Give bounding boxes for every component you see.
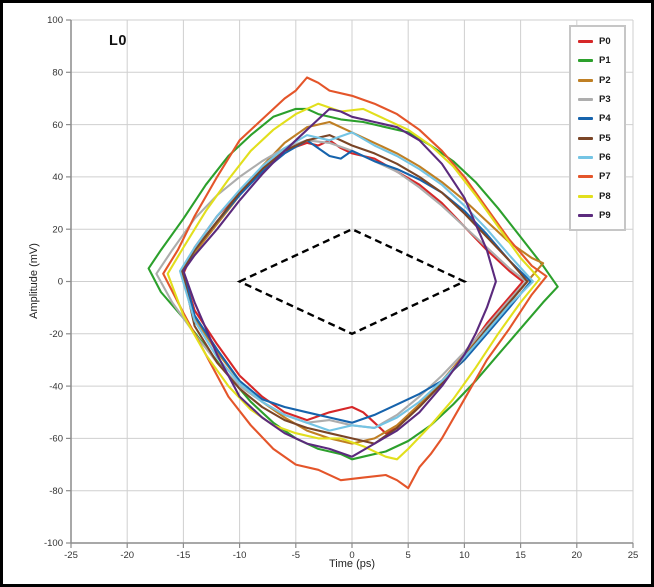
series-P8-trace xyxy=(166,102,541,461)
legend: P0 P1 P2 P3 P4 P5 P6 P7 P8 P9 xyxy=(569,25,626,231)
legend-swatch-P0 xyxy=(578,40,593,44)
legend-entry-P9: P9 xyxy=(571,206,624,225)
legend-label-P4: P4 xyxy=(599,113,611,125)
series-P5-trace xyxy=(181,134,529,445)
x-tick-label: 25 xyxy=(628,550,639,561)
legend-entry-P3: P3 xyxy=(571,90,624,109)
legend-label-P2: P2 xyxy=(599,74,611,86)
y-tick-label: -40 xyxy=(49,381,63,392)
y-tick-label: 0 xyxy=(58,277,63,288)
legend-entry-P8: P8 xyxy=(571,186,624,205)
eye-mask xyxy=(236,227,468,336)
y-tick-label: -80 xyxy=(49,486,63,497)
legend-label-P3: P3 xyxy=(599,94,611,106)
y-tick-label: -60 xyxy=(49,434,63,445)
y-tick-label: 100 xyxy=(47,15,63,26)
legend-label-P9: P9 xyxy=(599,209,611,221)
legend-label-P7: P7 xyxy=(599,171,611,183)
x-tick-label: 5 xyxy=(406,550,411,561)
legend-entry-P1: P1 xyxy=(571,51,624,70)
y-tick-label: 80 xyxy=(52,68,63,79)
series-P1-trace xyxy=(147,107,559,461)
series-P9-trace xyxy=(182,107,497,458)
x-tick-label: -5 xyxy=(292,550,300,561)
x-tick-label: -20 xyxy=(120,550,134,561)
x-axis-label: Time (ps) xyxy=(328,558,376,570)
legend-entry-P2: P2 xyxy=(571,71,624,90)
series-P4-trace xyxy=(182,139,532,424)
plot-canvas: -25 -20 -15 -10 -5 0 5 10 15 20 25 -100 -80 -60 -40 -20… xyxy=(44,15,639,561)
y-tick-label: 60 xyxy=(52,120,63,131)
x-tick-label: -15 xyxy=(177,550,191,561)
legend-label-P1: P1 xyxy=(599,55,611,67)
legend-label-P5: P5 xyxy=(599,132,611,144)
x-tick-label: 0 xyxy=(349,550,354,561)
y-axis-label: Amplitude (mV) xyxy=(28,243,40,319)
legend-swatch-P6 xyxy=(578,155,593,159)
y-tick-label: 40 xyxy=(52,172,63,183)
y-tick-label: -20 xyxy=(49,329,63,340)
legend-swatch-P4 xyxy=(578,117,593,121)
legend-entry-P4: P4 xyxy=(571,109,624,128)
y-tick-label: -100 xyxy=(44,538,63,549)
legend-entry-P7: P7 xyxy=(571,167,624,186)
legend-swatch-P9 xyxy=(578,213,593,217)
legend-label-P6: P6 xyxy=(599,151,611,163)
x-tick-label: 10 xyxy=(459,550,470,561)
legend-label-P0: P0 xyxy=(599,36,611,48)
legend-swatch-P7 xyxy=(578,175,593,179)
panel-label: L0 xyxy=(109,33,127,49)
legend-swatch-P8 xyxy=(578,194,593,198)
legend-swatch-P1 xyxy=(578,59,593,63)
legend-entry-P6: P6 xyxy=(571,148,624,167)
x-tick-label: 20 xyxy=(572,550,583,561)
legend-label-P8: P8 xyxy=(599,190,611,202)
legend-entry-P5: P5 xyxy=(571,128,624,147)
legend-swatch-P5 xyxy=(578,136,593,140)
x-tick-label: -10 xyxy=(233,550,247,561)
series-P0-trace xyxy=(182,139,524,435)
legend-swatch-P2 xyxy=(578,78,593,82)
legend-swatch-P3 xyxy=(578,98,593,102)
x-tick-label: -25 xyxy=(64,550,78,561)
series-P7-trace xyxy=(162,76,548,490)
y-tick-label: 20 xyxy=(52,224,63,235)
legend-entry-P0: P0 xyxy=(571,32,624,51)
x-tick-label: 15 xyxy=(515,550,526,561)
